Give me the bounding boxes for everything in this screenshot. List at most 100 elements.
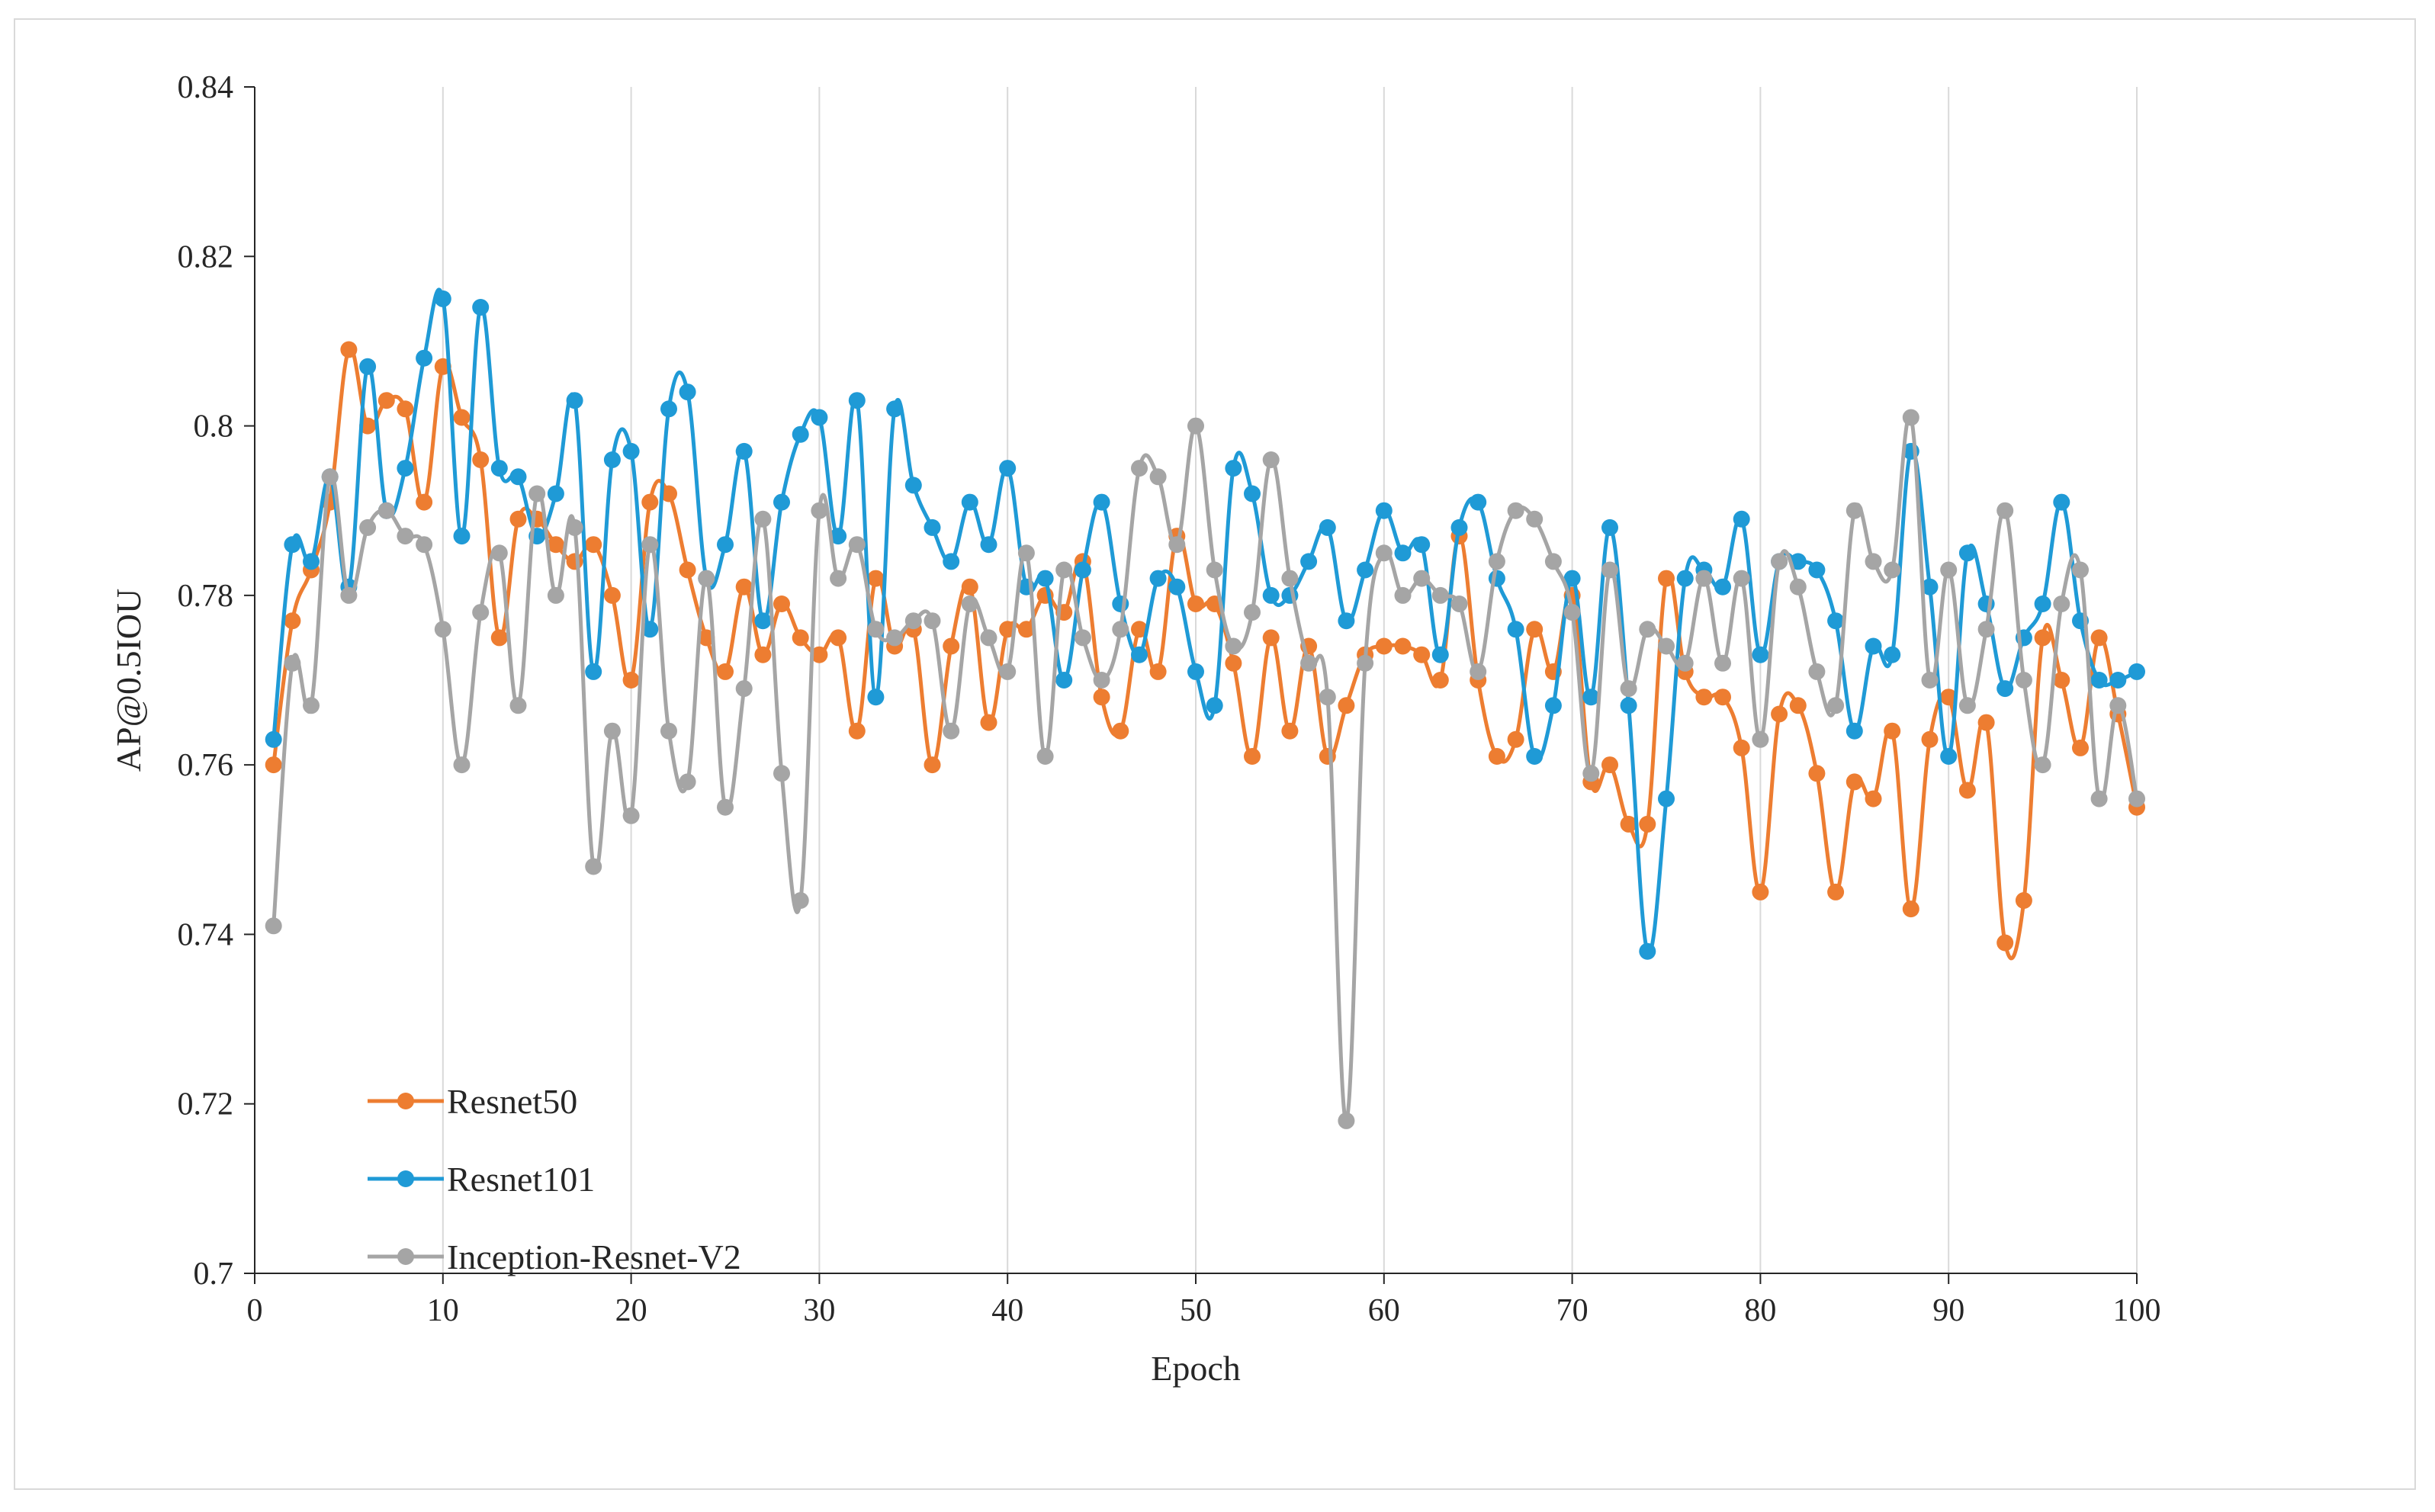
point-inception-resnet-v2-32 bbox=[848, 536, 866, 554]
point-resnet101-86 bbox=[1865, 637, 1882, 655]
y-tick-label: 0.82 bbox=[178, 239, 234, 274]
point-inception-resnet-v2-11 bbox=[453, 756, 471, 774]
series-line-resnet50 bbox=[271, 345, 2139, 961]
point-resnet50-36 bbox=[924, 756, 941, 774]
point-resnet101-65 bbox=[1470, 493, 1487, 511]
point-resnet101-30 bbox=[811, 409, 828, 426]
point-resnet50-63 bbox=[1431, 672, 1449, 689]
point-resnet101-16 bbox=[547, 485, 564, 502]
point-resnet50-82 bbox=[1789, 697, 1807, 714]
point-inception-resnet-v2-68 bbox=[1526, 510, 1544, 528]
point-inception-resnet-v2-88 bbox=[1902, 409, 1919, 426]
point-inception-resnet-v2-9 bbox=[416, 536, 433, 554]
point-resnet101-1 bbox=[265, 730, 282, 748]
point-resnet101-90 bbox=[1940, 748, 1958, 765]
point-inception-resnet-v2-12 bbox=[472, 604, 490, 621]
x-axis-title: Epoch bbox=[1151, 1349, 1241, 1388]
point-resnet101-75 bbox=[1658, 790, 1675, 807]
point-resnet101-37 bbox=[943, 553, 960, 570]
point-resnet50-48 bbox=[1149, 663, 1167, 680]
legend-swatch-marker bbox=[397, 1248, 414, 1265]
point-resnet50-5 bbox=[340, 341, 358, 358]
point-inception-resnet-v2-40 bbox=[999, 663, 1017, 680]
point-resnet50-47 bbox=[1131, 621, 1148, 638]
point-inception-resnet-v2-42 bbox=[1036, 748, 1054, 765]
point-inception-resnet-v2-64 bbox=[1450, 595, 1468, 612]
point-resnet50-46 bbox=[1112, 722, 1129, 740]
point-inception-resnet-v2-19 bbox=[603, 722, 621, 740]
point-inception-resnet-v2-38 bbox=[961, 595, 978, 612]
y-tick-label: 0.78 bbox=[178, 579, 234, 614]
x-tick-label: 10 bbox=[427, 1293, 459, 1328]
point-resnet50-25 bbox=[717, 663, 734, 680]
tick-labels: 0.7 0.72 0.74 0.76 0.78 0.8 0.82 0.84 0 10 20 30 40 5… bbox=[178, 70, 2161, 1328]
point-inception-resnet-v2-61 bbox=[1394, 586, 1412, 604]
point-resnet101-19 bbox=[603, 451, 621, 468]
legend-swatch-marker bbox=[397, 1093, 414, 1109]
point-inception-resnet-v2-3 bbox=[303, 697, 320, 714]
point-resnet50-41 bbox=[1017, 621, 1035, 638]
point-resnet101-60 bbox=[1375, 502, 1393, 519]
point-inception-resnet-v2-50 bbox=[1187, 417, 1204, 435]
point-resnet50-77 bbox=[1695, 689, 1713, 706]
x-tick-label: 80 bbox=[1744, 1293, 1776, 1328]
point-resnet50-66 bbox=[1488, 748, 1505, 765]
point-resnet50-20 bbox=[622, 672, 640, 689]
point-inception-resnet-v2-52 bbox=[1225, 637, 1242, 655]
point-resnet101-20 bbox=[622, 442, 640, 460]
point-inception-resnet-v2-33 bbox=[867, 621, 885, 638]
point-resnet101-6 bbox=[359, 358, 377, 375]
point-inception-resnet-v2-91 bbox=[1958, 697, 1976, 714]
series-inception-resnet-v2 bbox=[265, 409, 2145, 1129]
point-resnet50-89 bbox=[1921, 730, 1939, 748]
point-inception-resnet-v2-87 bbox=[1884, 561, 1901, 579]
point-inception-resnet-v2-45 bbox=[1093, 672, 1110, 689]
point-inception-resnet-v2-2 bbox=[284, 654, 301, 672]
point-inception-resnet-v2-80 bbox=[1752, 730, 1769, 748]
point-resnet101-38 bbox=[961, 493, 978, 511]
point-inception-resnet-v2-48 bbox=[1149, 468, 1167, 486]
point-inception-resnet-v2-89 bbox=[1921, 672, 1939, 689]
point-inception-resnet-v2-86 bbox=[1865, 553, 1882, 570]
point-resnet50-32 bbox=[848, 722, 866, 740]
point-inception-resnet-v2-98 bbox=[2090, 790, 2108, 807]
y-tick-label: 0.84 bbox=[178, 70, 234, 105]
point-inception-resnet-v2-22 bbox=[660, 722, 677, 740]
series-resnet50 bbox=[265, 341, 2145, 961]
point-inception-resnet-v2-83 bbox=[1808, 663, 1826, 680]
point-resnet50-78 bbox=[1714, 689, 1731, 706]
series-group bbox=[265, 287, 2145, 1129]
point-resnet101-95 bbox=[2034, 595, 2051, 612]
point-inception-resnet-v2-60 bbox=[1375, 544, 1393, 562]
axes bbox=[244, 86, 2138, 1284]
point-inception-resnet-v2-76 bbox=[1676, 654, 1694, 672]
point-resnet101-69 bbox=[1544, 697, 1562, 714]
point-resnet101-21 bbox=[641, 621, 659, 638]
point-inception-resnet-v2-81 bbox=[1771, 553, 1788, 570]
point-inception-resnet-v2-44 bbox=[1074, 629, 1091, 647]
point-resnet50-62 bbox=[1413, 646, 1431, 663]
point-resnet101-22 bbox=[660, 400, 677, 418]
point-resnet101-70 bbox=[1563, 570, 1581, 587]
point-resnet101-57 bbox=[1319, 518, 1336, 536]
point-inception-resnet-v2-82 bbox=[1789, 578, 1807, 595]
point-resnet101-34 bbox=[886, 400, 904, 418]
point-resnet101-99 bbox=[2109, 672, 2127, 689]
point-resnet50-85 bbox=[1846, 773, 1863, 791]
vertical-gridlines bbox=[442, 87, 2138, 1273]
point-resnet101-45 bbox=[1093, 493, 1110, 511]
point-inception-resnet-v2-85 bbox=[1846, 502, 1863, 519]
point-resnet101-32 bbox=[848, 392, 866, 409]
point-resnet101-36 bbox=[924, 518, 941, 536]
x-tick-label: 50 bbox=[1180, 1293, 1212, 1328]
point-inception-resnet-v2-35 bbox=[904, 612, 922, 630]
series-line-resnet101 bbox=[271, 287, 2138, 955]
legend-item-inception-resnet-v2: Inception-Resnet-V2 bbox=[368, 1238, 741, 1276]
point-resnet101-72 bbox=[1601, 518, 1618, 536]
point-inception-resnet-v2-15 bbox=[528, 485, 546, 502]
point-inception-resnet-v2-58 bbox=[1338, 1112, 1355, 1129]
point-inception-resnet-v2-69 bbox=[1544, 553, 1562, 570]
x-tick-label: 70 bbox=[1556, 1293, 1589, 1328]
x-tick-label: 20 bbox=[615, 1293, 647, 1328]
point-inception-resnet-v2-56 bbox=[1300, 654, 1318, 672]
